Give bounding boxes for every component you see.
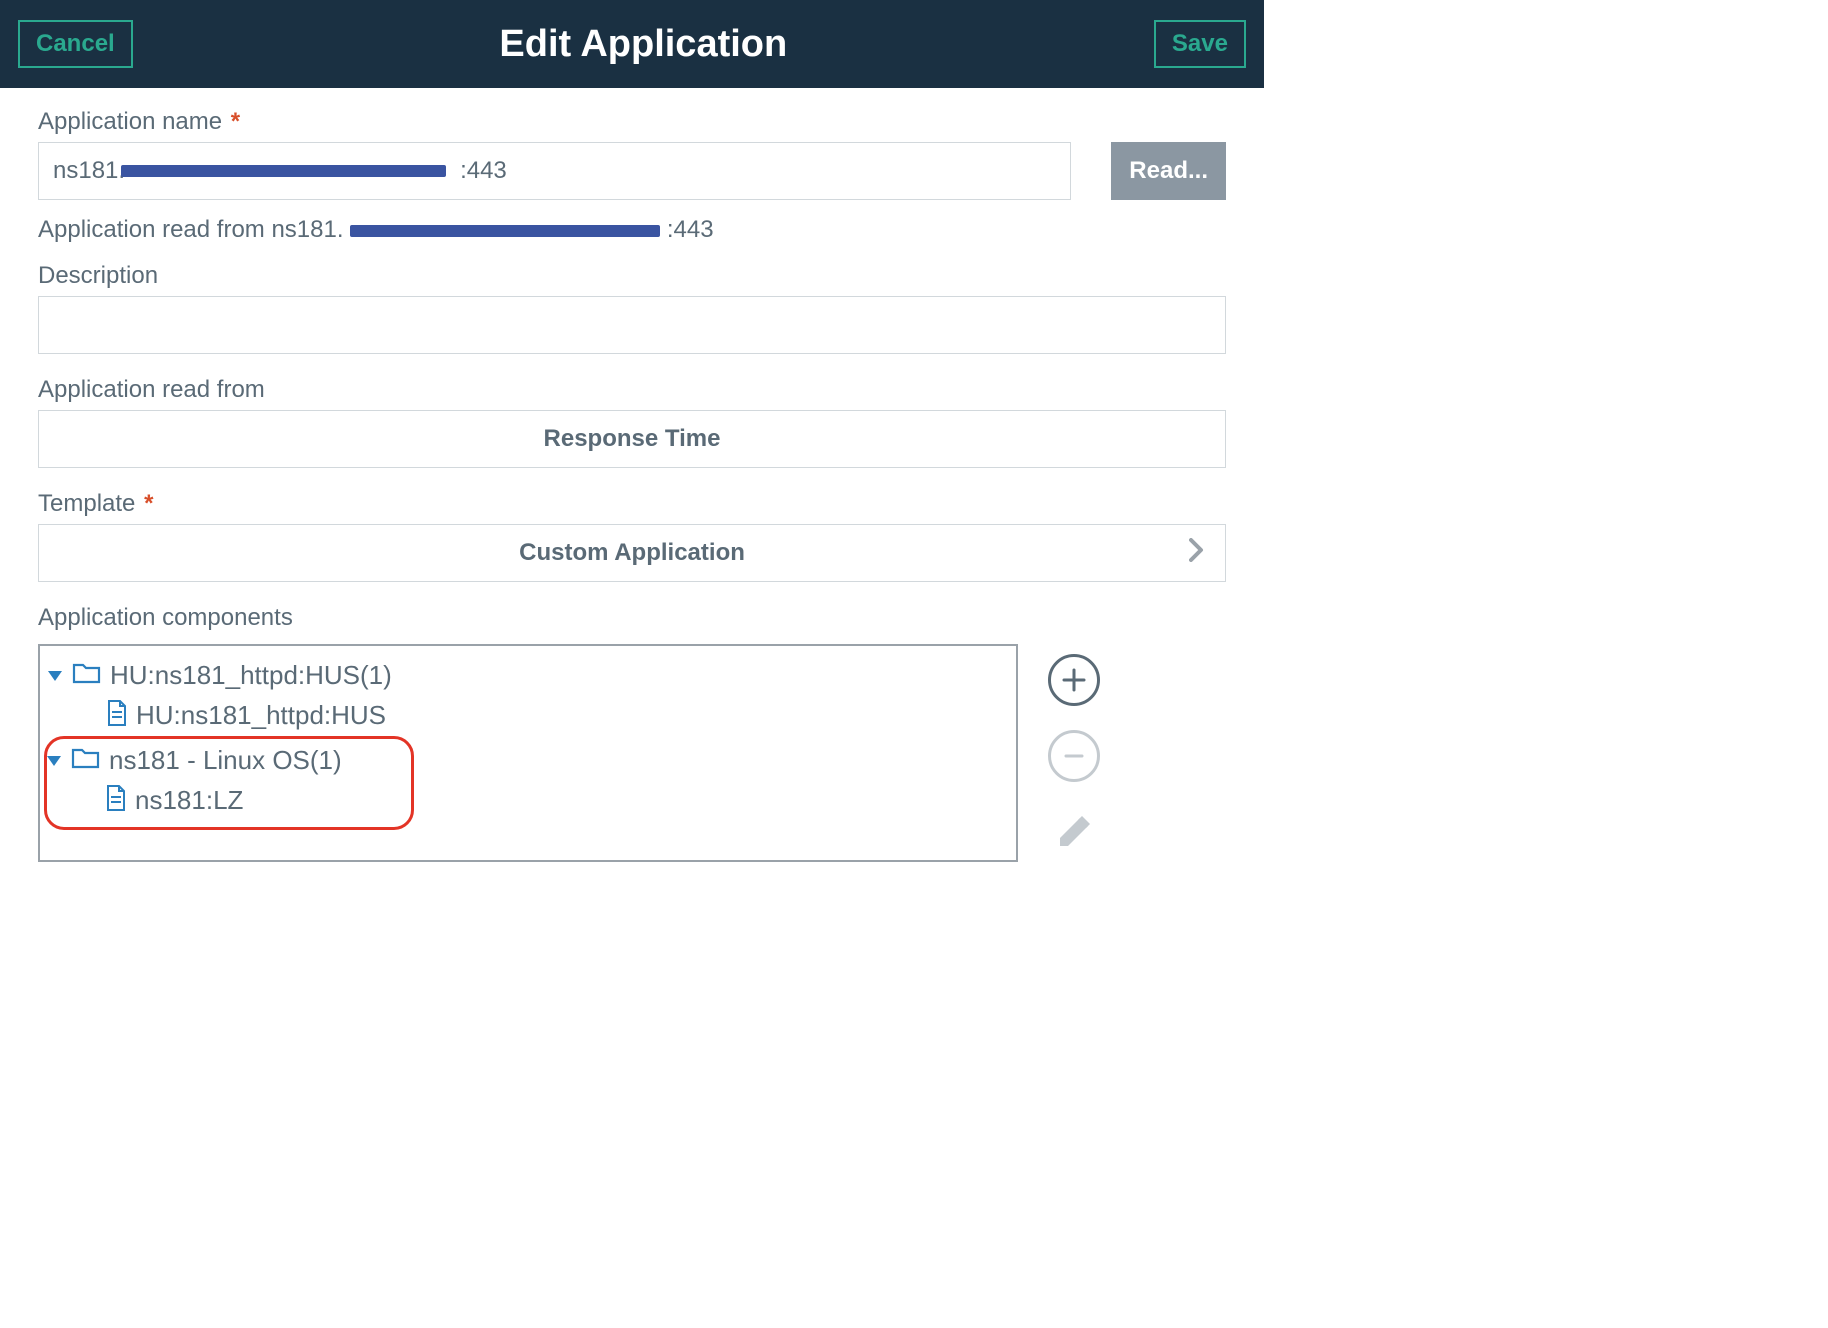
tree-item[interactable]: ns181:LZ — [47, 780, 405, 821]
folder-icon — [71, 746, 101, 775]
folder-icon — [72, 661, 102, 690]
application-name-prefix: ns181. — [53, 157, 125, 185]
minus-icon — [1060, 742, 1088, 770]
tree-item[interactable]: HU:ns181_httpd:HUS — [48, 695, 1008, 736]
dialog-header: Cancel Edit Application Save — [0, 0, 1264, 88]
required-star-icon: * — [144, 490, 153, 517]
template-select[interactable]: Custom Application — [38, 524, 1226, 582]
tree-group-label: HU:ns181_httpd:HUS(1) — [110, 660, 392, 691]
components-label: Application components — [38, 604, 1226, 632]
save-button[interactable]: Save — [1154, 20, 1246, 68]
read-from-select-value: Response Time — [544, 425, 721, 452]
read-from-select-label: Application read from — [38, 376, 1226, 404]
tree-group-header[interactable]: ns181 - Linux OS(1) — [47, 741, 405, 780]
tree-group-header[interactable]: HU:ns181_httpd:HUS(1) — [48, 656, 1008, 695]
components-tree: HU:ns181_httpd:HUS(1) HU:ns181_httpd:HUS — [38, 644, 1018, 862]
application-name-label-text: Application name — [38, 108, 222, 135]
file-icon — [106, 699, 128, 732]
application-name-field[interactable]: ns181. :443 — [38, 142, 1071, 200]
file-icon — [105, 784, 127, 817]
template-label: Template * — [38, 490, 1226, 518]
description-label: Description — [38, 262, 1226, 290]
template-select-value: Custom Application — [519, 539, 745, 566]
template-label-text: Template — [38, 490, 135, 517]
remove-component-button[interactable] — [1048, 730, 1100, 782]
application-name-field-wrap: ns181. :443 — [38, 142, 1071, 200]
read-from-select[interactable]: Response Time — [38, 410, 1226, 468]
application-name-suffix: :443 — [460, 157, 507, 185]
tree-group-highlighted: ns181 - Linux OS(1) ns181:LZ — [44, 736, 414, 830]
application-name-label: Application name * — [38, 108, 1071, 136]
pencil-icon — [1052, 810, 1096, 854]
helper-suffix: :443 — [667, 216, 714, 243]
form-body: Application name * ns181. :443 Read... A… — [0, 88, 1264, 882]
helper-prefix: Application read from ns181. — [38, 216, 344, 243]
tree-item-label: ns181:LZ — [135, 785, 243, 816]
application-read-from-helper: Application read from ns181. :443 — [38, 216, 714, 244]
tree-action-bar — [1048, 644, 1100, 862]
required-star-icon: * — [231, 108, 240, 135]
add-component-button[interactable] — [1048, 654, 1100, 706]
tree-group-label: ns181 - Linux OS(1) — [109, 745, 342, 776]
plus-icon — [1060, 666, 1088, 694]
tree-group: HU:ns181_httpd:HUS(1) HU:ns181_httpd:HUS — [48, 656, 1008, 736]
cancel-button[interactable]: Cancel — [18, 20, 133, 68]
chevron-right-icon — [1189, 537, 1205, 569]
redaction-bar-icon — [121, 165, 446, 177]
caret-down-icon — [48, 671, 62, 681]
read-button[interactable]: Read... — [1111, 142, 1226, 200]
caret-down-icon — [47, 756, 61, 766]
edit-component-button[interactable] — [1048, 806, 1100, 858]
tree-item-label: HU:ns181_httpd:HUS — [136, 700, 386, 731]
redaction-bar-icon — [350, 225, 660, 237]
dialog-title: Edit Application — [499, 23, 787, 66]
description-field[interactable] — [38, 296, 1226, 354]
